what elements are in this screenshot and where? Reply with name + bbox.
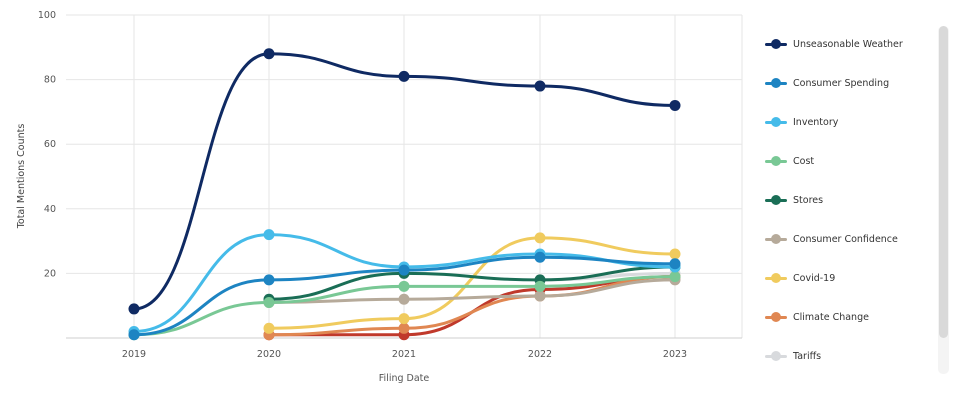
grid	[66, 14, 743, 338]
legend-swatch	[765, 155, 787, 167]
x-axis-title: Filing Date	[379, 373, 430, 384]
legend-swatch	[765, 194, 787, 206]
legend-swatch	[765, 38, 787, 50]
legend-swatch	[765, 350, 787, 362]
legend-label: Stores	[793, 194, 824, 206]
data-point[interactable]	[263, 274, 275, 286]
series-line[interactable]	[267, 265, 677, 301]
data-point[interactable]	[534, 80, 546, 92]
data-point[interactable]	[398, 313, 410, 325]
legend-item[interactable]: Stores	[765, 190, 823, 210]
x-tick-label: 2023	[663, 349, 687, 360]
y-axis-title: Total Mentions Counts	[16, 124, 27, 230]
legend-label: Tariffs	[793, 350, 822, 362]
x-tick-label: 2022	[528, 349, 552, 360]
legend-swatch	[765, 272, 787, 284]
y-tick-label: 100	[38, 10, 56, 21]
series-line[interactable]	[267, 236, 677, 330]
legend-swatch	[765, 233, 787, 245]
legend-scrollbar[interactable]	[938, 26, 949, 374]
legend-label: Unseasonable Weather	[793, 38, 903, 50]
series-1	[128, 251, 681, 341]
legend: Unseasonable Weather Consumer Spending Inv…	[755, 26, 935, 371]
data-point[interactable]	[669, 258, 681, 270]
y-tick-label: 80	[44, 75, 56, 86]
data-point[interactable]	[263, 296, 275, 308]
legend-label: Consumer Confidence	[793, 233, 898, 245]
series-line[interactable]	[132, 233, 677, 334]
y-tick-label: 40	[44, 204, 56, 215]
x-tick-label: 2019	[122, 349, 146, 360]
legend-item[interactable]: Climate Change	[765, 307, 869, 327]
legend-item[interactable]: Tariffs	[765, 346, 821, 366]
data-point[interactable]	[669, 99, 681, 111]
legend-scrollbar-thumb[interactable]	[939, 26, 948, 338]
data-point[interactable]	[398, 70, 410, 82]
data-point[interactable]	[128, 329, 140, 341]
legend-item[interactable]: Covid-19	[765, 268, 835, 288]
legend-label: Cost	[793, 155, 815, 167]
data-point[interactable]	[398, 280, 410, 292]
y-tick-label: 20	[44, 268, 56, 279]
data-point[interactable]	[128, 303, 140, 315]
data-point[interactable]	[398, 264, 410, 276]
legend-swatch	[765, 77, 787, 89]
data-point[interactable]	[534, 251, 546, 263]
data-point[interactable]	[263, 48, 275, 60]
series-line[interactable]	[267, 278, 677, 304]
data-point[interactable]	[534, 280, 546, 292]
data-point[interactable]	[263, 229, 275, 241]
series-group	[128, 48, 681, 341]
legend-item[interactable]: Cost	[765, 151, 814, 171]
y-tick-label: 60	[44, 139, 56, 150]
data-point[interactable]	[398, 293, 410, 305]
data-point[interactable]	[398, 322, 410, 334]
data-point[interactable]	[263, 322, 275, 334]
data-point[interactable]	[669, 248, 681, 260]
legend-item[interactable]: Unseasonable Weather	[765, 34, 903, 54]
legend-swatch	[765, 311, 787, 323]
series-line[interactable]	[132, 52, 677, 311]
series-line[interactable]	[267, 275, 677, 337]
data-point[interactable]	[534, 232, 546, 244]
data-point[interactable]	[669, 271, 681, 283]
legend-label: Inventory	[793, 116, 839, 128]
data-point[interactable]	[534, 290, 546, 302]
series-0	[128, 48, 681, 315]
x-tick-label: 2021	[392, 349, 416, 360]
legend-item[interactable]: Inventory	[765, 112, 838, 132]
legend-label: Covid-19	[793, 272, 836, 284]
legend-item[interactable]: Consumer Confidence	[765, 229, 898, 249]
legend-label: Consumer Spending	[793, 77, 890, 89]
series-6	[263, 232, 681, 334]
x-tick-label: 2020	[257, 349, 281, 360]
legend-item[interactable]: Consumer Spending	[765, 73, 889, 93]
legend-swatch	[765, 116, 787, 128]
legend-label: Climate Change	[793, 311, 869, 323]
